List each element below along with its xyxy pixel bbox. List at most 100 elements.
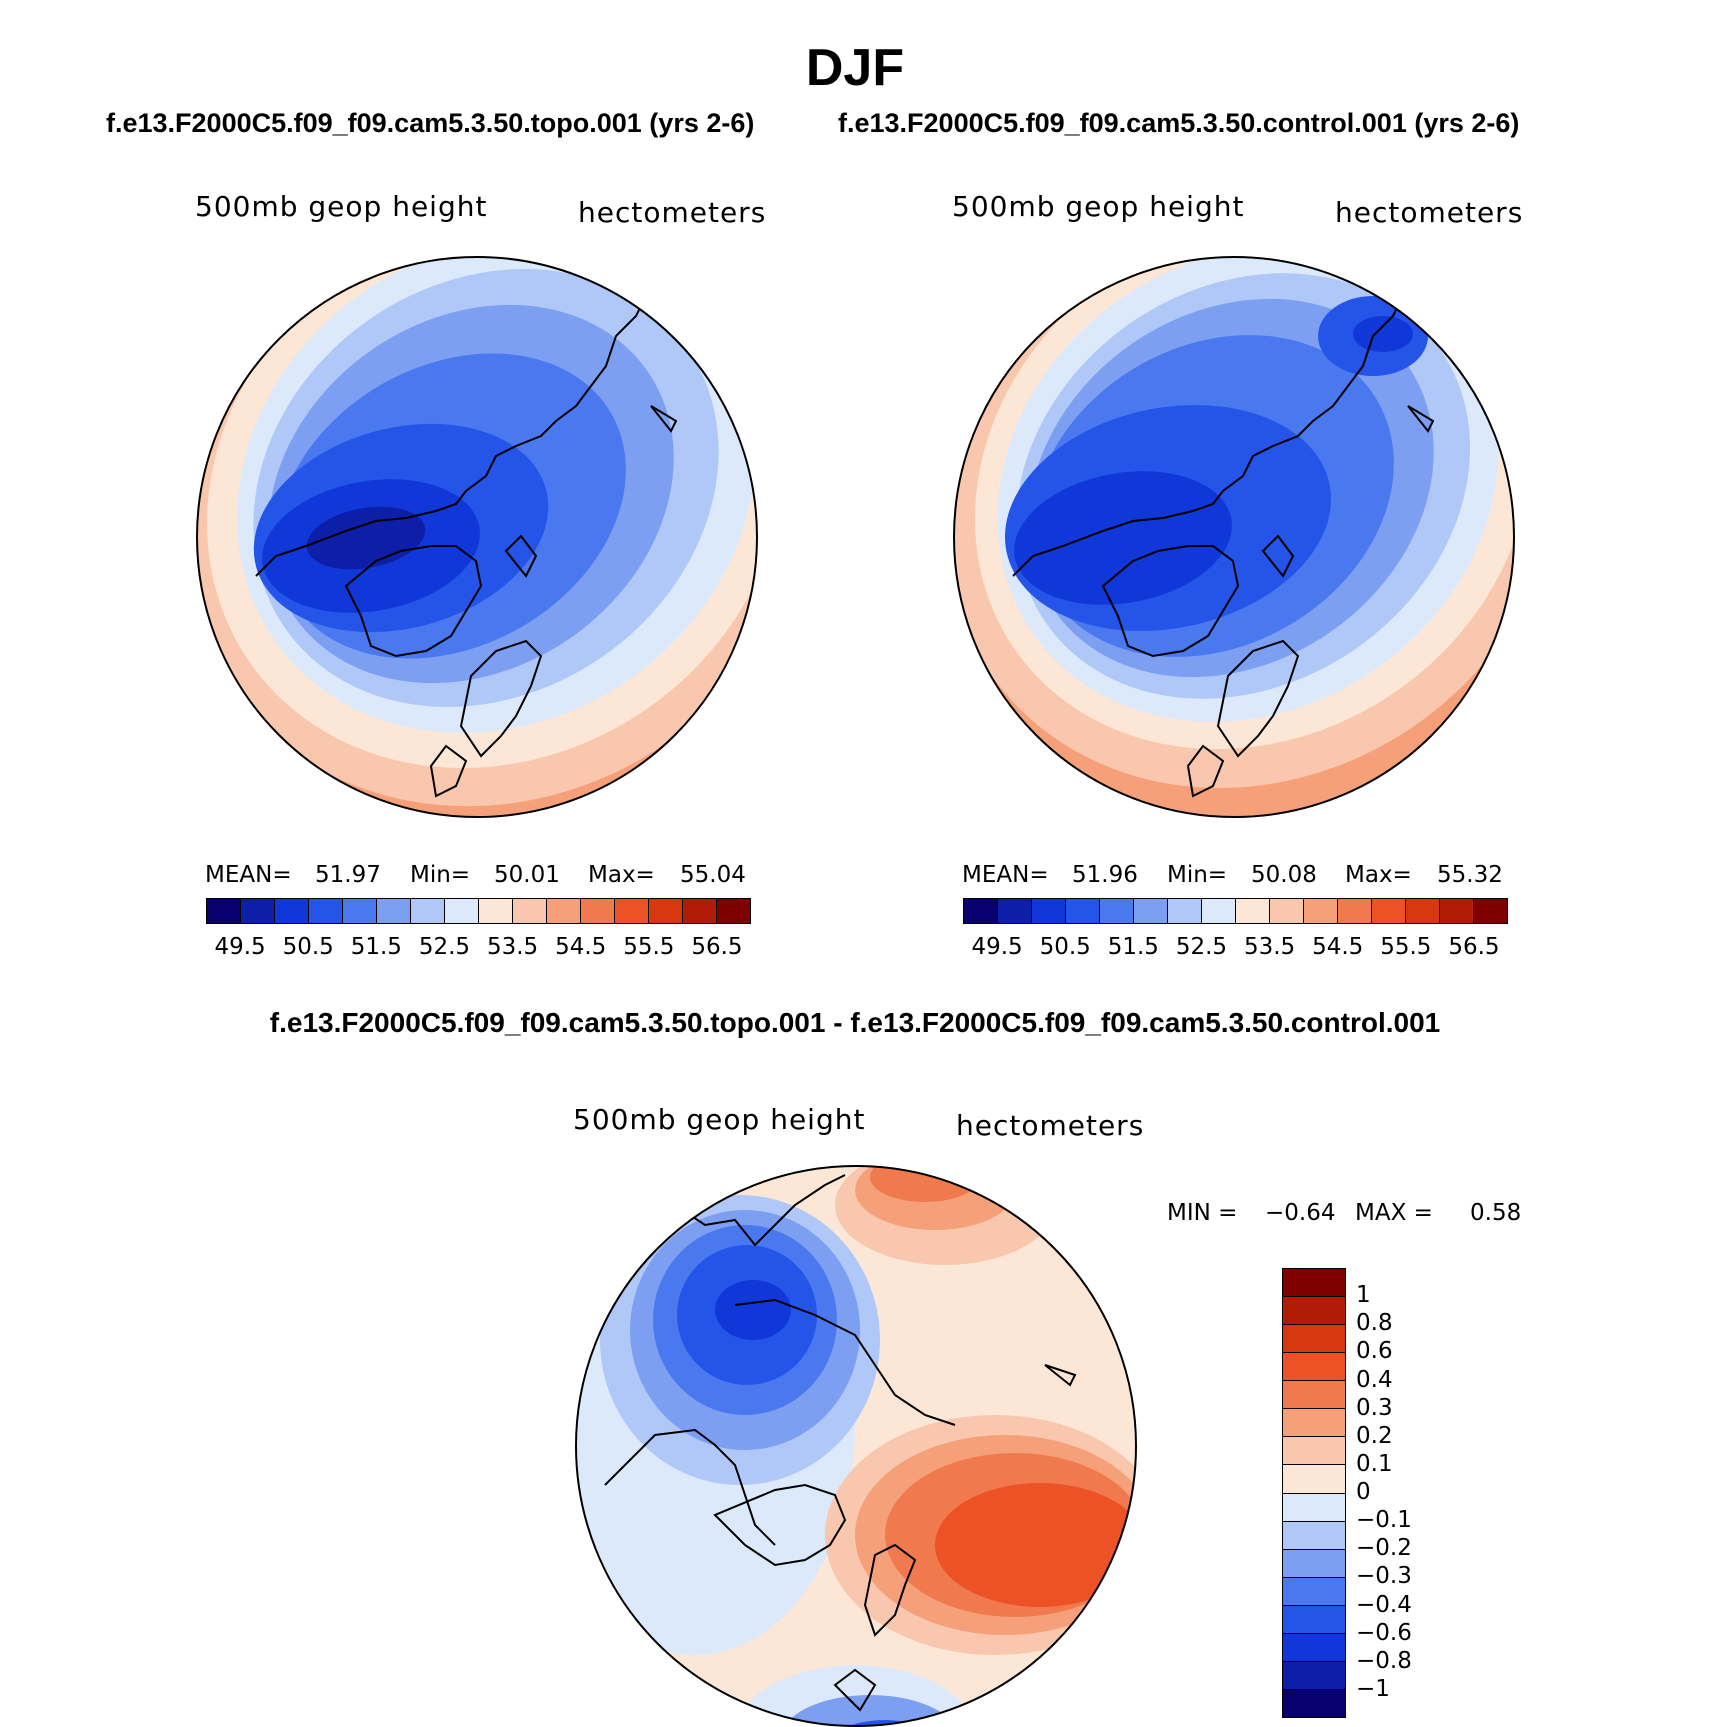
topo-max-label: Max= (588, 862, 655, 888)
colorbar-swatch (1406, 899, 1440, 923)
control-coastlines (1012, 295, 1435, 798)
colorbar-swatch (964, 899, 998, 923)
colorbar-swatch (1283, 1297, 1345, 1326)
colorbar-swatch (1202, 899, 1236, 923)
diff-field-band (735, 1665, 975, 1726)
topo-mean-label: MEAN= (205, 862, 292, 888)
colorbar-swatch (343, 899, 377, 923)
colorbar-swatch (1283, 1605, 1345, 1634)
colorbar-swatch (1032, 899, 1066, 923)
colorbar-swatch (241, 899, 275, 923)
colorbar-tick-label: 0.1 (1356, 1450, 1393, 1477)
colorbar-tick-label: 56.5 (691, 934, 743, 960)
control-mean-label: MEAN= (962, 862, 1049, 888)
colorbar-tick-label: 53.5 (486, 934, 539, 960)
colorbar-tick-label: 0.6 (1356, 1338, 1393, 1365)
diff-max-label: MAX = (1355, 1200, 1433, 1226)
colorbar-tick-label: −0.8 (1356, 1647, 1412, 1674)
colorbar-swatch (1100, 899, 1134, 923)
diff-variable-label: 500mb geop height (573, 1103, 866, 1136)
colorbar-swatch (649, 899, 683, 923)
figure-title: DJF (805, 39, 905, 97)
control-min-label: Min= (1167, 862, 1228, 888)
difference-title: f.e13.F2000C5.f09_f09.cam5.3.50.topo.001… (269, 1007, 1441, 1038)
colorbar-tick-label: 50.5 (1039, 934, 1091, 960)
colorbar-swatch (1066, 899, 1100, 923)
difference-colorbar (1282, 1268, 1346, 1718)
control-units-label: hectometers (1335, 196, 1524, 229)
colorbar-swatch (1283, 1493, 1345, 1522)
colorbar-tick-label: 56.5 (1448, 934, 1500, 960)
topo-min-label: Min= (410, 862, 471, 888)
colorbar-swatch (1283, 1549, 1345, 1578)
diff-field-band (935, 1483, 1136, 1607)
colorbar-swatch (1270, 899, 1304, 923)
control-polar-map (953, 256, 1515, 818)
diff-field-band (870, 1166, 980, 1202)
topo-units-label: hectometers (578, 196, 767, 229)
colorbar-tick-label: −1 (1356, 1675, 1390, 1702)
diff-min-label: MIN = (1167, 1200, 1238, 1226)
colorbar-tick-label: 0.2 (1356, 1422, 1393, 1449)
topo-colorbar (206, 898, 751, 924)
colorbar-tick-label: −0.1 (1356, 1507, 1412, 1534)
control-colorbar (963, 898, 1508, 924)
colorbar-tick-label: 55.5 (623, 934, 675, 960)
colorbar-swatch (411, 899, 445, 923)
colorbar-swatch (1283, 1269, 1345, 1298)
colorbar-swatch (1474, 899, 1507, 923)
colorbar-swatch (1283, 1465, 1345, 1494)
colorbar-swatch (1283, 1381, 1345, 1410)
diff-min-value: −0.64 (1265, 1200, 1336, 1226)
colorbar-swatch (1338, 899, 1372, 923)
colorbar-tick-label: −0.2 (1356, 1535, 1412, 1562)
control-field-band (1353, 316, 1413, 352)
control-max-label: Max= (1345, 862, 1412, 888)
colorbar-swatch (1283, 1633, 1345, 1662)
colorbar-tick-label: 49.5 (214, 934, 266, 960)
colorbar-swatch (581, 899, 615, 923)
topo-coastlines (255, 295, 678, 798)
colorbar-swatch (1283, 1325, 1345, 1354)
difference-polar-map (575, 1165, 1137, 1727)
colorbar-swatch (1440, 899, 1474, 923)
colorbar-swatch (717, 899, 750, 923)
colorbar-swatch (1236, 899, 1270, 923)
control-variable-label: 500mb geop height (952, 190, 1245, 223)
colorbar-swatch (445, 899, 479, 923)
colorbar-tick-label: 0.3 (1356, 1394, 1393, 1421)
topo-mean-value: 51.97 (315, 862, 381, 888)
colorbar-swatch (1283, 1521, 1345, 1550)
colorbar-swatch (547, 899, 581, 923)
colorbar-tick-label: 54.5 (1312, 934, 1364, 960)
topo-variable-label: 500mb geop height (195, 190, 488, 223)
colorbar-swatch (1283, 1353, 1345, 1382)
topo-max-value: 55.04 (680, 862, 746, 888)
colorbar-swatch (377, 899, 411, 923)
colorbar-swatch (1283, 1661, 1345, 1690)
diff-field-band (715, 1280, 791, 1340)
colorbar-swatch (683, 899, 717, 923)
control-max-value: 55.32 (1437, 862, 1503, 888)
colorbar-swatch (1283, 1689, 1345, 1717)
colorbar-swatch (1134, 899, 1168, 923)
topo-run-title: f.e13.F2000C5.f09_f09.cam5.3.50.topo.001… (106, 108, 755, 138)
diff-coastlines (604, 1174, 1077, 1712)
colorbar-tick-label: 0.8 (1356, 1310, 1393, 1337)
colorbar-swatch (1283, 1577, 1345, 1606)
colorbar-swatch (1372, 899, 1406, 923)
colorbar-tick-label: −0.3 (1356, 1563, 1412, 1590)
colorbar-tick-label: 52.5 (418, 934, 471, 960)
colorbar-tick-label: 53.5 (1243, 934, 1296, 960)
control-field-band (1014, 471, 1232, 605)
colorbar-tick-label: 1 (1356, 1282, 1371, 1309)
colorbar-swatch (615, 899, 649, 923)
colorbar-tick-label: 0 (1356, 1479, 1371, 1505)
colorbar-tick-label: 55.5 (1380, 934, 1432, 960)
colorbar-tick-label: 52.5 (1175, 934, 1228, 960)
colorbar-tick-label: 54.5 (555, 934, 607, 960)
colorbar-tick-label: 0.4 (1356, 1366, 1393, 1393)
topo-polar-map (196, 256, 758, 818)
colorbar-tick-label: −0.4 (1356, 1591, 1412, 1618)
colorbar-swatch (479, 899, 513, 923)
